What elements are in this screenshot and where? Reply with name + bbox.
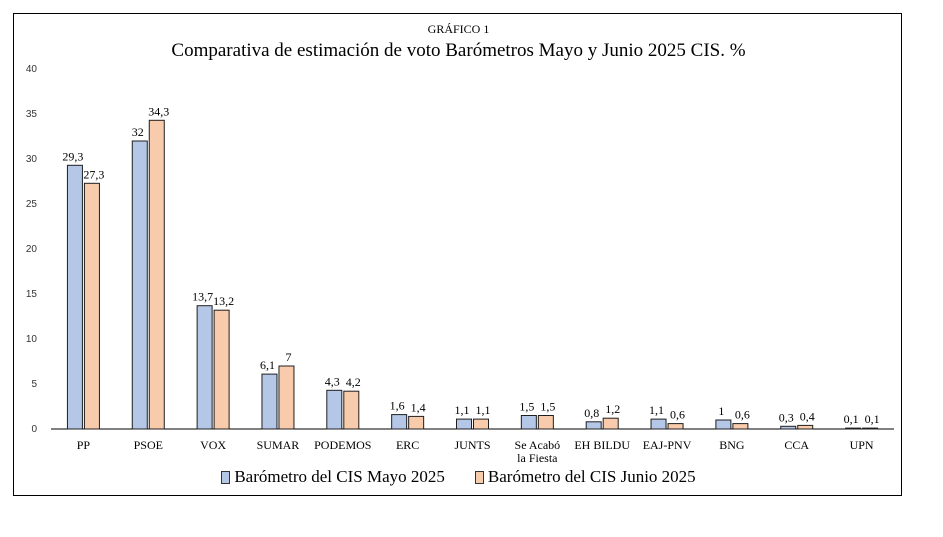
- data-label: 4,2: [346, 375, 361, 389]
- data-label: 1,1: [476, 403, 491, 417]
- x-tick-label: UPN: [850, 438, 874, 452]
- bar: [278, 365, 295, 430]
- x-tick-label: la Fiesta: [517, 451, 558, 465]
- bar-chart: 0 5 10 15 20 25 30 35 40 29,327,3 PP 32 34,3 PSOE 13,7…: [26, 64, 894, 465]
- figure-label: GRÁFICO 1: [427, 22, 490, 36]
- bar: [131, 140, 148, 430]
- x-tick-label: PODEMOS: [314, 438, 371, 452]
- data-label: 1: [718, 404, 724, 418]
- data-label: 13,7: [192, 290, 213, 304]
- bar: [520, 415, 537, 430]
- data-label: 4,3: [325, 374, 340, 388]
- bar: [667, 423, 684, 430]
- bar: [408, 415, 425, 430]
- bar: [456, 418, 472, 430]
- data-label: 1,4: [411, 400, 426, 414]
- bar: [585, 421, 602, 430]
- bar: [797, 424, 814, 430]
- chart-frame: GRÁFICO 1 Comparativa de estimación de v…: [13, 13, 902, 496]
- bar: [261, 373, 278, 430]
- bar: [862, 427, 879, 430]
- y-tick-label: 15: [26, 289, 38, 300]
- bar: [391, 414, 408, 430]
- bar: [602, 417, 619, 430]
- bar: [83, 182, 100, 430]
- bar: [845, 427, 862, 430]
- x-tick-label: ERC: [396, 438, 419, 452]
- bar: [650, 418, 667, 430]
- legend-item-junio: Barómetro del CIS Junio 2025: [474, 467, 696, 487]
- x-tick-label: EH BILDU: [574, 438, 630, 452]
- bar: [148, 119, 165, 430]
- bar: [732, 423, 749, 430]
- data-label: 32: [132, 125, 144, 139]
- data-label: 0,4: [800, 409, 815, 423]
- legend-item-mayo: Barómetro del CIS Mayo 2025: [221, 467, 445, 487]
- x-tick-label: Se Acabó: [515, 438, 561, 452]
- y-tick-label: 5: [31, 379, 37, 390]
- bar: [715, 419, 732, 430]
- legend: Barómetro del CIS Mayo 2025 Barómetro de…: [14, 467, 903, 487]
- data-label: 6,1: [260, 358, 275, 372]
- data-label: 0,6: [735, 408, 750, 422]
- data-label: 1,2: [605, 402, 620, 416]
- chart-title: Comparativa de estimación de voto Baróme…: [171, 40, 746, 61]
- y-tick-label: 25: [26, 199, 38, 210]
- legend-label-mayo: Barómetro del CIS Mayo 2025: [234, 467, 445, 486]
- data-label: 27,3: [83, 167, 104, 181]
- x-tick-label: PP: [77, 438, 91, 452]
- y-tick-label: 10: [26, 334, 38, 345]
- x-tick-label: VOX: [200, 438, 226, 452]
- data-label: 29,3: [62, 149, 83, 163]
- bar: [196, 305, 213, 430]
- data-label: 1,5: [540, 400, 555, 414]
- x-tick-label: BNG: [719, 438, 745, 452]
- y-tick-label: 20: [26, 244, 38, 255]
- bar: [780, 425, 797, 430]
- x-tick-label: CCA: [784, 438, 809, 452]
- data-label: 1,1: [649, 403, 664, 417]
- bar: [473, 418, 489, 430]
- bar: [66, 164, 83, 430]
- bar: [537, 415, 554, 430]
- data-label: 0,8: [584, 406, 599, 420]
- y-tick-label: 30: [26, 154, 38, 165]
- data-label: 1,5: [519, 400, 534, 414]
- data-label: 34,3: [148, 104, 169, 118]
- data-label: 0,3: [779, 410, 794, 424]
- y-tick-label: 40: [26, 64, 38, 75]
- legend-label-junio: Barómetro del CIS Junio 2025: [487, 467, 696, 486]
- data-label: 0,1: [844, 412, 859, 426]
- x-tick-label: EAJ-PNV: [643, 438, 692, 452]
- data-label: 1,6: [390, 399, 405, 413]
- data-label: 7: [285, 350, 291, 364]
- bar: [343, 390, 360, 430]
- legend-swatch-junio: [474, 470, 484, 484]
- bar: [213, 309, 230, 430]
- y-tick-label: 0: [31, 424, 37, 435]
- data-label: 0,1: [865, 412, 880, 426]
- x-tick-label: PSOE: [134, 438, 163, 452]
- x-tick-label: JUNTS: [454, 438, 490, 452]
- data-label: 13,2: [213, 294, 234, 308]
- x-tick-label: SUMAR: [257, 438, 300, 452]
- y-tick-label: 35: [26, 109, 38, 120]
- legend-swatch-mayo: [221, 470, 231, 484]
- data-label: 1,1: [455, 403, 470, 417]
- bar: [326, 389, 343, 430]
- data-label: 0,6: [670, 408, 685, 422]
